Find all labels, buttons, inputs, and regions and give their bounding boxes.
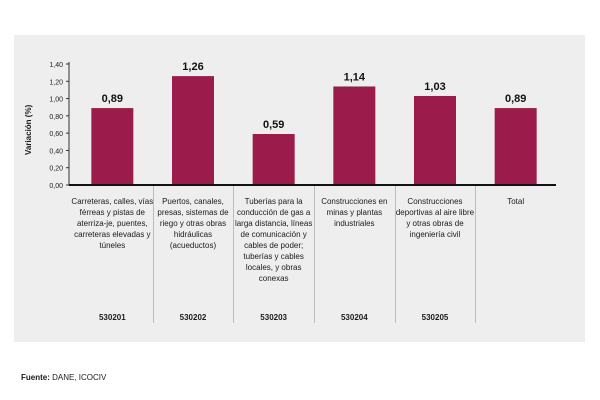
- bar: [414, 95, 456, 185]
- data-label: 1,14: [344, 71, 366, 83]
- y-axis-label: Variación (%): [24, 104, 33, 155]
- category-label: Construcciones en minas y plantas indust…: [321, 197, 388, 228]
- category-code: 530205: [421, 313, 449, 322]
- bar: [252, 134, 295, 185]
- y-tick-label: 1,20: [49, 79, 63, 86]
- y-tick-label: 0,60: [49, 131, 63, 138]
- bar: [494, 108, 537, 185]
- category-label: Carreteras, calles, vías férreas y pista…: [71, 197, 154, 250]
- category-code: 530201: [98, 313, 126, 322]
- y-tick-label: 1,40: [49, 62, 63, 69]
- category-separator: [475, 186, 476, 323]
- bar: [333, 86, 376, 185]
- category-label: Puertos, canales, presas, sistemas de ri…: [157, 197, 229, 250]
- category-code: 530203: [260, 313, 287, 322]
- data-label: 0,89: [102, 93, 123, 105]
- category-label: Construcciones deportivas al aire libre …: [395, 197, 475, 239]
- bar-chart: 0,00 0,20 0,40 0,60 0,80 1,00 1,20 1,40 0,89 1,26…: [49, 61, 556, 190]
- category-code: 530202: [179, 313, 207, 322]
- category-label: Total: [507, 197, 525, 206]
- category-separator: [233, 186, 234, 323]
- category-separator: [314, 186, 315, 323]
- y-tick-label: 1,00: [49, 97, 63, 104]
- category-separator: [395, 186, 396, 323]
- chart-panel: 0,00 0,20 0,40 0,60 0,80 1,00 1,20 1,40 0,89 1,26…: [14, 35, 585, 342]
- data-label: 1,26: [182, 61, 203, 73]
- category-code: 530204: [340, 313, 368, 322]
- data-label: 0,59: [263, 119, 284, 131]
- source-label: Fuente:: [21, 373, 50, 382]
- category-label: Tuberías para la conducción de gas a lar…: [234, 197, 313, 283]
- category-separator: [153, 186, 154, 323]
- bar: [172, 76, 214, 185]
- data-label: 0,89: [505, 93, 526, 105]
- y-tick-label: 0,40: [49, 148, 63, 155]
- source-text: DANE, ICOCIV: [52, 373, 107, 382]
- y-tick-label: 0,80: [49, 114, 63, 121]
- y-tick-label: 0,20: [49, 166, 63, 173]
- y-tick-label: 0,00: [49, 183, 63, 190]
- bar: [91, 108, 134, 185]
- data-label: 1,03: [424, 81, 445, 93]
- source-note: Fuente: DANE, ICOCIV: [21, 373, 106, 382]
